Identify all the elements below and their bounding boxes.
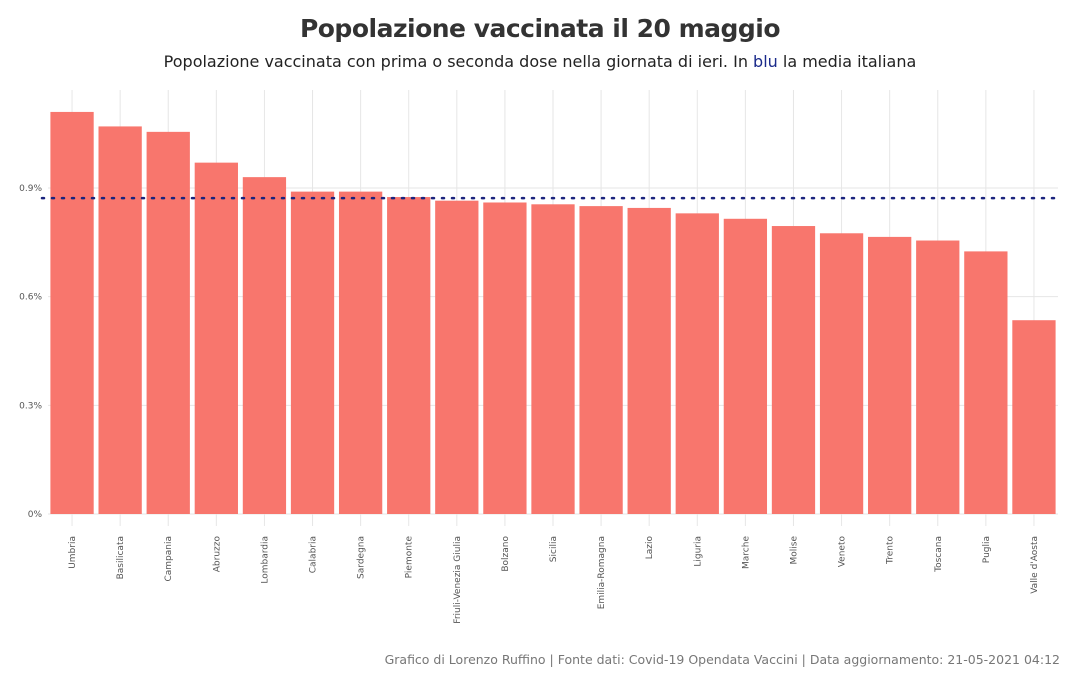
bar: [338, 191, 383, 514]
bar: [98, 126, 142, 514]
bar: [483, 202, 527, 514]
subtitle-text-end: la media italiana: [777, 52, 917, 71]
x-tick-label: Bolzano: [501, 536, 511, 572]
x-tick-label: Sardegna: [357, 536, 367, 579]
x-tick-label: Marche: [741, 536, 751, 569]
y-axis: 0% 0.3% 0.6% 0.9%: [19, 184, 42, 520]
bar: [868, 236, 912, 514]
x-tick-label: Campania: [164, 536, 174, 582]
bar: [723, 218, 768, 515]
bar: [146, 131, 190, 514]
x-tick-label: Sicilia: [549, 536, 559, 562]
bar: [531, 204, 575, 515]
bar: [771, 226, 816, 515]
x-tick-label: Puglia: [982, 536, 992, 563]
x-axis: Umbria Basilicata Campania Abruzzo Lombardia…: [68, 536, 1040, 624]
x-tick-label: Calabria: [309, 536, 319, 573]
bar: [675, 213, 719, 514]
subtitle-highlight: blu: [753, 52, 778, 71]
x-tick-label: Lazio: [645, 536, 655, 560]
chart-caption: Grafico di Lorenzo Ruffino | Fonte dati:…: [384, 652, 1060, 667]
bars: [50, 111, 1056, 515]
y-tick-label: 0.3%: [19, 401, 42, 411]
x-tick-label: Lombardia: [260, 536, 270, 584]
chart-title: Popolazione vaccinata il 20 maggio: [299, 14, 781, 43]
x-tick-label: Piemonte: [405, 536, 415, 579]
bar: [387, 197, 431, 515]
bar: [1012, 320, 1056, 514]
bar: [627, 207, 671, 514]
chart-subtitle: Popolazione vaccinata con prima o second…: [0, 52, 1080, 71]
bar: [916, 240, 960, 514]
bar: [964, 251, 1008, 514]
x-tick-label: Toscana: [934, 536, 944, 573]
y-tick-label: 0.6%: [19, 293, 42, 303]
bar: [194, 162, 238, 514]
x-tick-label: Basilicata: [116, 536, 126, 579]
x-tick-label: Abruzzo: [212, 536, 222, 573]
x-tick-label: Valle d'Aosta: [1030, 536, 1040, 594]
x-tick-label: Friuli-Venezia Giulia: [453, 536, 463, 624]
bar: [435, 200, 479, 514]
y-tick-label: 0%: [28, 510, 43, 520]
bar: [50, 111, 94, 514]
x-tick-label: Molise: [789, 536, 799, 565]
x-tick-label: Emilia-Romagna: [597, 536, 607, 609]
x-tick-label: Trento: [886, 536, 896, 565]
x-tick-label: Veneto: [838, 536, 848, 568]
x-tick-label: Umbria: [68, 536, 78, 569]
bar: [819, 233, 864, 514]
bar: [242, 177, 287, 514]
subtitle-text: Popolazione vaccinata con prima o second…: [163, 52, 754, 71]
bar: [579, 206, 623, 514]
y-tick-label: 0.9%: [19, 184, 42, 194]
x-tick-label: Liguria: [693, 536, 703, 567]
bar: [290, 191, 335, 514]
